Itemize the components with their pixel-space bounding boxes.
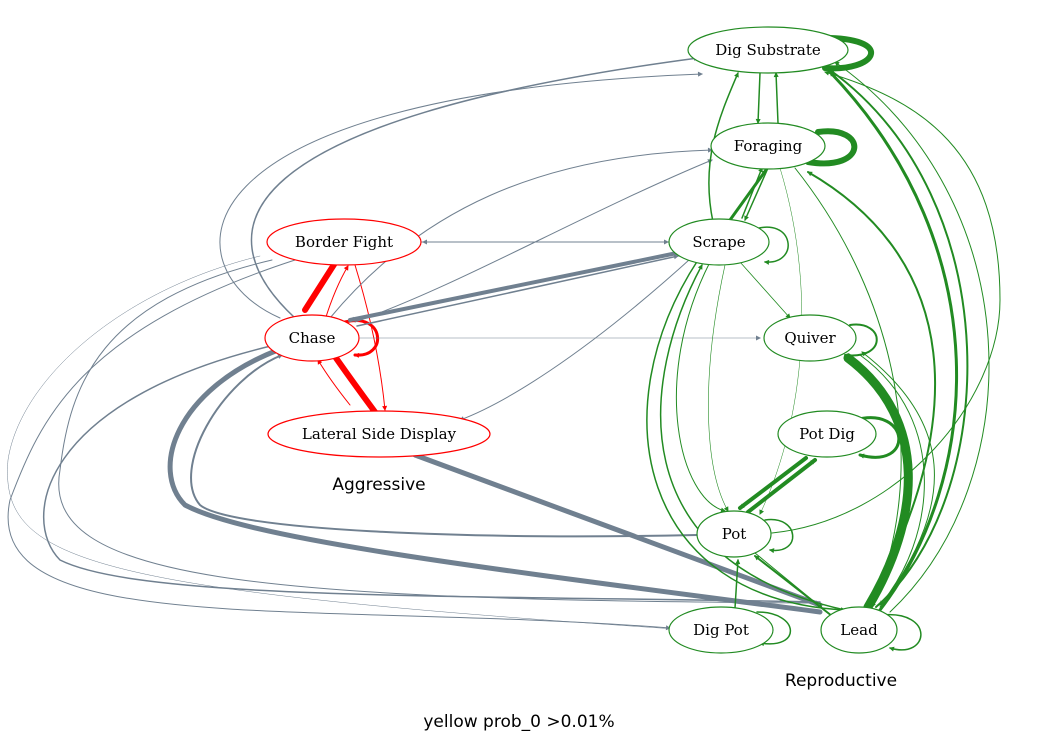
node-ellipse bbox=[668, 606, 774, 654]
node-ellipse bbox=[710, 122, 826, 170]
transition-edge bbox=[167, 347, 823, 615]
transition-edge bbox=[324, 265, 349, 321]
transition-edge bbox=[754, 555, 833, 617]
transition-edge bbox=[7, 259, 671, 631]
transition-edge bbox=[741, 167, 763, 219]
node-label: Lead bbox=[840, 621, 878, 639]
node-ellipse bbox=[777, 410, 877, 458]
node-label: Chase bbox=[289, 329, 336, 347]
transition-edge bbox=[859, 354, 925, 606]
transition-edge bbox=[348, 251, 679, 322]
node-label: Border Fight bbox=[295, 233, 393, 251]
transition-edge bbox=[828, 70, 959, 612]
transition-edge bbox=[646, 259, 846, 613]
transition-edge bbox=[829, 69, 969, 608]
node-label: Dig Pot bbox=[693, 621, 749, 639]
transition-edge bbox=[844, 323, 878, 358]
transition-edge bbox=[329, 147, 713, 319]
node-border-fight: Border Fight bbox=[266, 218, 422, 266]
transition-edge bbox=[751, 226, 789, 265]
transition-edge bbox=[317, 359, 351, 406]
transition-edge bbox=[728, 168, 768, 222]
node-label: Scrape bbox=[692, 233, 745, 251]
transition-edge bbox=[708, 264, 729, 512]
node-ellipse bbox=[687, 26, 849, 74]
node-label: Pot Dig bbox=[799, 425, 855, 443]
node-pot-dig: Pot Dig bbox=[777, 410, 877, 458]
node-dig-substrate: Dig Substrate bbox=[687, 26, 849, 74]
transition-edge bbox=[659, 264, 846, 611]
node-ellipse bbox=[668, 218, 770, 266]
transition-edge bbox=[744, 167, 769, 221]
node-ellipse bbox=[266, 218, 422, 266]
node-label: Lateral Side Display bbox=[302, 425, 457, 443]
transition-edge bbox=[822, 35, 875, 72]
transition-edge bbox=[755, 72, 761, 124]
transition-edge bbox=[756, 611, 792, 647]
transition-edge bbox=[739, 261, 791, 319]
transition-edge bbox=[412, 452, 823, 608]
transition-edge bbox=[861, 351, 935, 608]
node-lateral-side-display: Lateral Side Display bbox=[267, 410, 491, 458]
transition-edge bbox=[773, 72, 779, 124]
transition-edge bbox=[7, 255, 691, 633]
transition-edge bbox=[190, 354, 698, 538]
transition-edge bbox=[746, 458, 817, 514]
transition-edge bbox=[764, 518, 794, 554]
node-pot: Pot bbox=[696, 510, 772, 558]
node-chase: Chase bbox=[264, 314, 360, 362]
transition-edge bbox=[675, 261, 726, 513]
group-label-reproductive: Reproductive bbox=[785, 671, 897, 691]
group-label-aggressive: Aggressive bbox=[332, 475, 425, 495]
transition-edge bbox=[356, 254, 679, 327]
diagram-caption: yellow prob_0 >0.01% bbox=[423, 712, 614, 732]
node-label: Quiver bbox=[784, 329, 836, 347]
node-quiver: Quiver bbox=[763, 314, 857, 362]
transition-edge bbox=[42, 343, 821, 603]
node-lead: Lead bbox=[820, 606, 898, 654]
edge-layer bbox=[7, 35, 1001, 652]
transition-edge bbox=[834, 61, 990, 613]
node-foraging: Foraging bbox=[710, 122, 826, 170]
node-scrape: Scrape bbox=[668, 218, 770, 266]
node-ellipse bbox=[763, 314, 857, 362]
node-dig-pot: Dig Pot bbox=[668, 606, 774, 654]
transition-edge bbox=[807, 171, 936, 608]
transition-edge bbox=[250, 56, 699, 319]
node-ellipse bbox=[696, 510, 772, 558]
transition-edge bbox=[459, 249, 701, 421]
node-ellipse bbox=[267, 410, 491, 458]
transition-edge bbox=[333, 355, 378, 415]
node-layer: Dig Substrate Foraging Scrape Quiver Pot Dig… bbox=[264, 26, 898, 654]
node-label: Pot bbox=[722, 525, 747, 543]
transition-edge bbox=[794, 167, 902, 608]
transition-edge bbox=[219, 71, 703, 319]
transition-edge bbox=[805, 128, 858, 167]
transition-edge bbox=[734, 559, 741, 609]
transition-edge bbox=[354, 159, 713, 323]
transition-edge bbox=[354, 264, 388, 411]
node-label: Foraging bbox=[734, 137, 803, 155]
node-label: Dig Substrate bbox=[715, 41, 821, 59]
node-ellipse bbox=[820, 606, 898, 654]
node-ellipse bbox=[264, 314, 360, 362]
transition-edge bbox=[881, 614, 922, 652]
transition-edge bbox=[771, 70, 1001, 534]
transition-edge bbox=[302, 260, 338, 313]
